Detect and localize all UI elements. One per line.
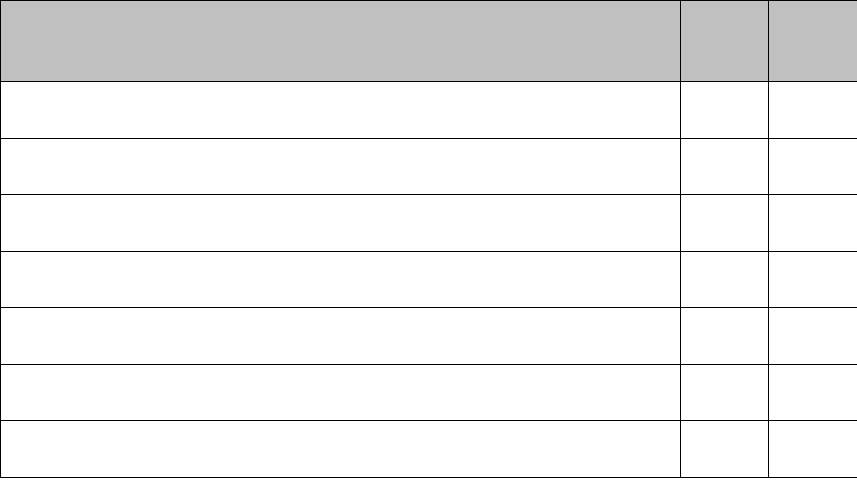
table-cell xyxy=(0,363,681,421)
table-cell xyxy=(0,250,681,308)
table-cell xyxy=(0,194,681,252)
table-cell xyxy=(768,137,857,195)
table-cell xyxy=(768,363,857,421)
table-row xyxy=(0,81,857,139)
table-row xyxy=(0,363,857,421)
table-cell xyxy=(0,307,681,365)
table-row xyxy=(0,307,857,365)
table-cell xyxy=(680,250,769,308)
table-cell xyxy=(768,194,857,252)
table-cell xyxy=(0,137,681,195)
table-row xyxy=(0,137,857,195)
table-cell xyxy=(768,307,857,365)
table-cell xyxy=(680,363,769,421)
table-cell xyxy=(0,81,681,139)
table-cell xyxy=(680,307,769,365)
table-cell xyxy=(768,250,857,308)
table-cell xyxy=(0,420,681,478)
table-row xyxy=(0,194,857,252)
table-row xyxy=(0,250,857,308)
table-cell xyxy=(680,420,769,478)
header-cell xyxy=(680,0,769,82)
table-cell xyxy=(768,81,857,139)
header-cell xyxy=(768,0,857,82)
header-row xyxy=(0,0,857,82)
table-cell xyxy=(680,137,769,195)
table-cell xyxy=(768,420,857,478)
header-cell xyxy=(0,0,681,82)
table-cell xyxy=(680,194,769,252)
table-row xyxy=(0,420,857,478)
table-cell xyxy=(680,81,769,139)
